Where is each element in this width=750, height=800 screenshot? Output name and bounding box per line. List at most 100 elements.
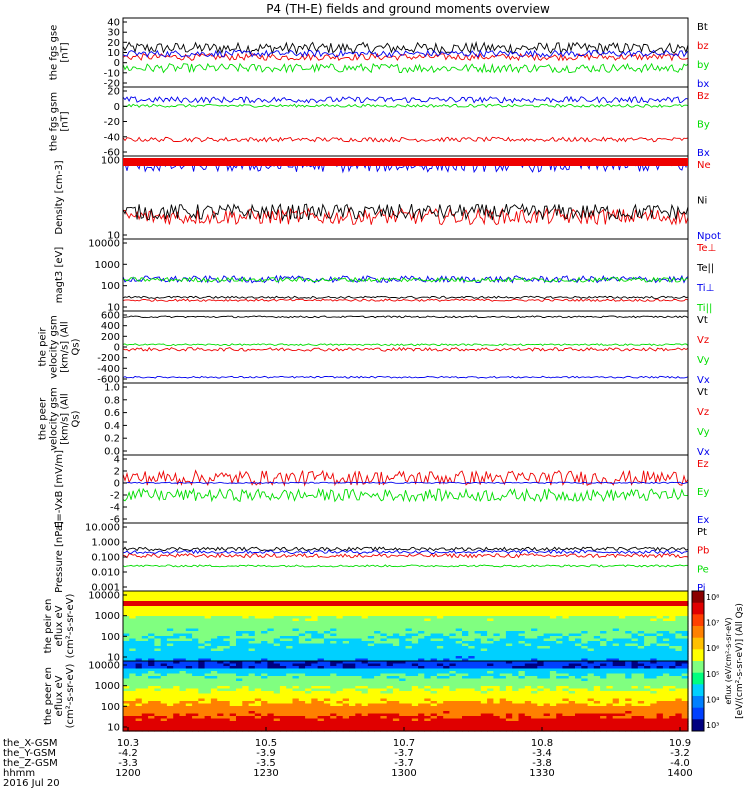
heatmap-cell — [342, 618, 350, 622]
heatmap-cell — [650, 606, 658, 610]
heatmap-cell — [166, 673, 174, 677]
heatmap-cell — [298, 686, 306, 690]
heatmap-cell — [524, 706, 532, 710]
heatmap-cell — [185, 671, 193, 675]
legend-label-Ne: Ne — [697, 160, 711, 171]
heatmap-cell — [436, 718, 444, 722]
heatmap-cell — [575, 608, 582, 612]
heatmap-cell — [330, 646, 338, 650]
heatmap-cell — [298, 606, 306, 610]
heatmap-cell — [556, 641, 564, 645]
heatmap-cell — [612, 606, 620, 610]
heatmap-cell — [210, 678, 218, 682]
heatmap-cell — [474, 686, 482, 690]
heatmap-cell — [355, 691, 363, 695]
heatmap-cell — [449, 691, 457, 695]
heatmap-cell — [323, 691, 331, 695]
heatmap-cell — [556, 631, 564, 635]
heatmap-cell — [342, 613, 350, 617]
heatmap-cell — [380, 636, 388, 640]
heatmap-cell — [499, 646, 507, 650]
heatmap-cell — [587, 633, 595, 637]
heatmap-cell — [455, 633, 463, 637]
heatmap-cell — [317, 718, 325, 722]
heatmap-cell — [575, 698, 582, 702]
heatmap-cell — [531, 621, 538, 625]
heatmap-cell — [242, 628, 250, 632]
heatmap-cell — [261, 648, 268, 652]
heatmap-cell — [279, 696, 287, 700]
heatmap-cell — [499, 598, 507, 602]
heatmap-cell — [204, 606, 212, 610]
heatmap-cell — [449, 643, 457, 647]
heatmap-cell — [210, 593, 218, 597]
heatmap-cell — [575, 636, 582, 640]
heatmap-cell — [637, 626, 645, 630]
heatmap-cell — [323, 646, 331, 650]
heatmap-cell — [524, 623, 532, 627]
heatmap-cell — [480, 628, 488, 632]
heatmap-cell — [204, 591, 212, 595]
heatmap-cell — [587, 626, 595, 630]
heatmap-cell — [581, 636, 589, 640]
heatmap-cell — [581, 721, 589, 725]
heatmap-cell — [361, 698, 369, 702]
y-axis-label: the peervelocity gsm[km/s] (AllQs) — [38, 387, 82, 451]
heatmap-cell — [543, 691, 551, 695]
heatmap-cell — [336, 671, 344, 675]
heatmap-cell — [499, 618, 507, 622]
heatmap-cell — [543, 616, 551, 620]
heatmap-cell — [662, 701, 670, 705]
heatmap-cell — [474, 691, 482, 695]
heatmap-cell — [223, 678, 231, 682]
heatmap-cell — [430, 641, 438, 645]
heatmap-cell — [606, 703, 614, 707]
heatmap-cell — [386, 606, 394, 610]
heatmap-cell — [399, 596, 407, 600]
heatmap-cell — [305, 641, 312, 645]
heatmap-cell — [543, 688, 551, 692]
heatmap-cell — [493, 716, 501, 720]
heatmap-cell — [399, 621, 407, 625]
heatmap-cell — [612, 716, 620, 720]
heatmap-cell — [505, 591, 513, 595]
heatmap-cell — [330, 696, 338, 700]
heatmap-cell — [512, 713, 520, 717]
heatmap-cell — [374, 633, 381, 637]
heatmap-cell — [650, 631, 658, 635]
heatmap-cell — [286, 706, 294, 710]
heatmap-cell — [487, 696, 494, 700]
heatmap-cell — [656, 716, 664, 720]
heatmap-cell — [587, 643, 595, 647]
heatmap-cell — [248, 701, 256, 705]
heatmap-cell — [449, 696, 457, 700]
heatmap-cell — [468, 676, 476, 680]
heatmap-cell — [330, 688, 338, 692]
heatmap-cell — [593, 688, 601, 692]
heatmap-cell — [468, 593, 476, 597]
heatmap-cell — [254, 678, 262, 682]
heatmap-cell — [411, 656, 419, 660]
heatmap-cell — [443, 618, 451, 622]
heatmap-cell — [681, 696, 689, 700]
heatmap-cell — [568, 686, 576, 690]
heatmap-cell — [656, 663, 664, 667]
heatmap-cell — [204, 713, 212, 717]
heatmap-cell — [650, 671, 658, 675]
heatmap-cell — [179, 603, 187, 607]
heatmap-cell — [286, 608, 294, 612]
heatmap-cell — [210, 698, 218, 702]
heatmap-cell — [380, 598, 388, 602]
heatmap-cell — [418, 646, 425, 650]
heatmap-cell — [587, 661, 595, 665]
heatmap-cell — [317, 688, 325, 692]
heatmap-cell — [229, 721, 237, 725]
heatmap-cell — [380, 646, 388, 650]
heatmap-cell — [148, 668, 155, 672]
heatmap-cell — [330, 686, 338, 690]
heatmap-cell — [323, 718, 331, 722]
heatmap-cell — [405, 646, 413, 650]
heatmap-cell — [355, 616, 363, 620]
heatmap-cell — [418, 616, 425, 620]
heatmap-cell — [279, 661, 287, 665]
